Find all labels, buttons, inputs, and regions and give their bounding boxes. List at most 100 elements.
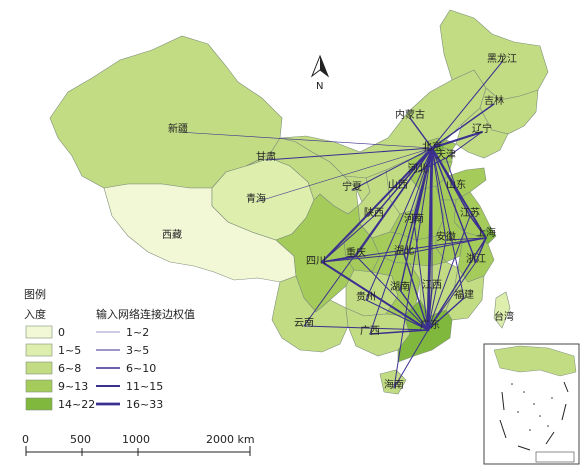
scale-tick-1000: 1000	[122, 433, 150, 446]
edge-shanghai-hubei	[403, 237, 487, 255]
province-label-neimenggu: 内蒙古	[395, 108, 425, 121]
edge-guangdong-anhui	[427, 239, 447, 331]
legend-edge-label-3: 11~15	[126, 380, 163, 393]
edge-beijing-zhejiang	[431, 147, 477, 263]
edge-beijing-hainan	[393, 147, 433, 389]
province-label-gansu: 甘肃	[256, 150, 276, 163]
edge-guangdong-yunnan	[303, 325, 429, 331]
province-hainan[interactable]	[379, 369, 407, 395]
province-label-fujian: 福建	[454, 288, 474, 301]
legend-title: 图例	[24, 287, 46, 301]
province-label-beijing: 北京	[422, 140, 442, 153]
province-taiwan[interactable]	[493, 291, 511, 329]
edge-sichuan-hubei	[321, 253, 405, 263]
south-china-sea-inset	[483, 343, 580, 465]
province-label-hainan: 海南	[384, 378, 404, 391]
edge-tianjin-hebei	[417, 157, 447, 173]
scale-bar: 0 500 1000 2000 km	[22, 433, 255, 456]
edge-tianjin-liaoning	[445, 131, 483, 159]
legend-class-swatch-1	[25, 343, 53, 357]
legend-edge-label-2: 6~10	[126, 362, 156, 375]
province-label-qinghai: 青海	[246, 192, 266, 205]
legend-edge-label-0: 1~2	[126, 326, 149, 339]
legend: 图例 入度 输入网络连接边权值 0 1~5 6~8 9~13 14~22 1~2 3~5 6…	[24, 287, 195, 411]
edge-beijing-xinjiang	[177, 131, 433, 149]
province-label-jiangsu: 江苏	[460, 206, 480, 219]
edge-beijing-qinghai	[255, 147, 433, 203]
edge-guangdong-guangxi	[369, 329, 429, 335]
edge-shanghai-anhui	[445, 237, 487, 241]
province-label-taiwan: 台湾	[494, 310, 514, 323]
province-label-shaanxi: 陕西	[364, 206, 384, 219]
edge-tianjin-shandong	[445, 157, 457, 189]
legend-class-label-2: 6~8	[58, 362, 81, 375]
edge-shanghai-sichuan	[321, 237, 487, 263]
province-label-hebei: 河北	[408, 163, 428, 175]
province-label-henan: 河南	[404, 212, 424, 225]
province-label-shanxi: 山西	[388, 179, 408, 191]
north-arrow-label: N	[316, 81, 323, 92]
legend-class-swatch-0	[25, 325, 53, 339]
edge-beijing-liaoning	[431, 131, 483, 149]
edge-beijing-sichuan	[321, 147, 433, 263]
edge-guangdong-jiangxi	[427, 287, 433, 331]
edge-guangdong-zhejiang	[427, 261, 477, 331]
province-layer	[49, 9, 549, 395]
legend-class-label-3: 9~13	[58, 380, 88, 393]
legend-indegree-title: 入度	[24, 307, 46, 321]
legend-class-swatch-3	[25, 379, 53, 393]
province-label-heilongjiang: 黑龙江	[487, 52, 517, 65]
legend-edge-label-1: 3~5	[126, 344, 149, 357]
scale-tick-2000km: 2000 km	[206, 433, 255, 446]
province-yunnan[interactable]	[271, 275, 349, 353]
edge-guangdong-jiangsu	[427, 215, 471, 331]
edge-beijing-neimenggu	[409, 117, 433, 149]
legend-edge-title: 输入网络连接边权值	[96, 307, 195, 321]
province-label-liaoning: 辽宁	[472, 122, 492, 135]
edge-beijing-fujian	[431, 147, 465, 299]
edge-beijing-jilin	[431, 103, 495, 149]
legend-class-label-1: 1~5	[58, 344, 81, 357]
scale-tick-0: 0	[22, 433, 29, 446]
province-label-tianjin: 天津	[436, 149, 456, 161]
province-label-chongqing: 重庆	[346, 246, 366, 259]
legend-class-swatch-2	[25, 361, 53, 375]
edge-beijing-heilongjiang	[431, 61, 503, 149]
province-label-hubei: 湖北	[394, 245, 414, 257]
province-label-guangdong: 广东	[420, 318, 440, 331]
edge-guangdong-fujian	[427, 297, 465, 331]
edge-layer	[177, 61, 503, 389]
province-label-guangxi: 广西	[360, 325, 380, 337]
edge-guangdong-shanghai	[427, 237, 487, 331]
edge-guangdong-chongqing	[355, 255, 429, 331]
province-label-jilin: 吉林	[484, 94, 504, 107]
province-label-ningxia: 宁夏	[342, 180, 362, 193]
province-label-sichuan: 四川	[306, 256, 326, 267]
province-label-shanghai: 上海	[476, 226, 496, 239]
edge-guangdong-hunan	[399, 289, 429, 331]
edge-beijing-guangxi	[369, 147, 433, 335]
edge-beijing-ningxia	[351, 147, 433, 191]
edge-beijing-guangdong	[426, 146, 434, 332]
edge-sichuan-shaanxi	[321, 215, 375, 263]
edge-beijing-guizhou	[365, 147, 433, 301]
legend-class-label-0: 0	[58, 326, 65, 339]
edge-guangdong-hubei	[403, 253, 429, 331]
province-label-guizhou: 贵州	[356, 290, 376, 303]
province-label-xizang: 西藏	[162, 229, 182, 241]
edge-beijing-gansu	[265, 147, 433, 161]
edge-guangdong-hainan	[393, 329, 429, 389]
province-label-jiangxi: 江西	[422, 279, 442, 291]
legend-class-swatch-4	[25, 397, 53, 411]
edge-guangdong-guizhou	[365, 299, 429, 331]
scale-tick-500: 500	[70, 433, 91, 446]
edge-beijing-hunan	[399, 147, 433, 291]
edge-beijing-chongqing	[355, 147, 433, 257]
edge-guangdong-sichuan	[321, 261, 429, 331]
edge-shanghai-zhejiang	[475, 237, 487, 263]
north-arrow-icon: N	[310, 54, 330, 92]
province-label-yunnan: 云南	[294, 316, 314, 329]
